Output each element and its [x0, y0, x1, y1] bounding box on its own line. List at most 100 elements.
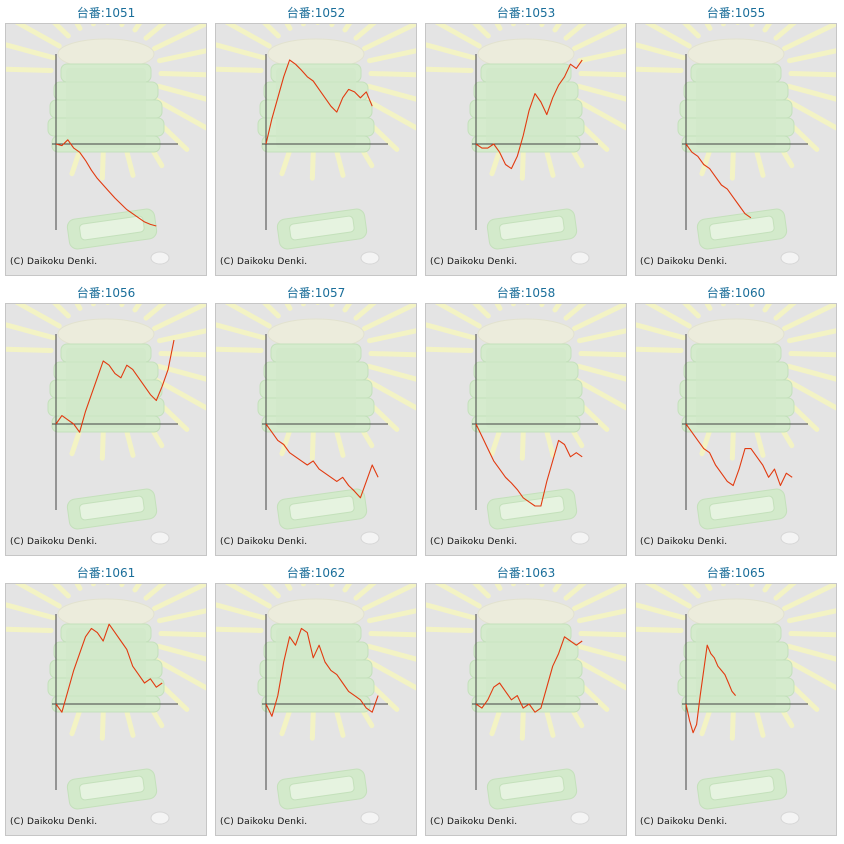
ray-shape — [156, 83, 206, 102]
tray-inner-shape — [79, 775, 145, 801]
ray-shape — [14, 24, 62, 49]
slot-machine-watermark — [216, 304, 416, 545]
tray-inner-shape — [289, 495, 355, 521]
chart-title[interactable]: 台番:1065 — [706, 566, 766, 580]
chart-panel: (C) Daikoku Denki. — [635, 303, 837, 556]
tray-inner-shape — [709, 215, 775, 241]
box-front-shape — [486, 348, 566, 428]
ray-shape — [52, 304, 71, 319]
ray-shape — [157, 48, 206, 64]
coin-shape — [150, 251, 170, 265]
ray-shape — [52, 24, 71, 39]
ray-shape — [636, 626, 684, 633]
tray-inner-shape — [499, 215, 565, 241]
chart-cell: 台番:1056 (C) Daikoku Denki. — [1, 280, 211, 560]
ray-shape — [472, 584, 491, 599]
slot-machine-watermark — [6, 304, 206, 545]
copyright-text: (C) Daikoku Denki. — [640, 817, 728, 827]
series-line — [685, 143, 752, 219]
copyright-text: (C) Daikoku Denki. — [430, 537, 518, 547]
chart-svg — [426, 304, 626, 545]
ray-shape — [571, 24, 626, 52]
ray-shape — [353, 304, 377, 321]
chart-title[interactable]: 台番:1051 — [76, 6, 136, 20]
ray-shape — [434, 24, 482, 49]
chart-title[interactable]: 台番:1061 — [76, 566, 136, 580]
box-front-shape — [276, 68, 356, 148]
chart-svg — [216, 584, 416, 825]
chart-title[interactable]: 台番:1057 — [286, 286, 346, 300]
ray-shape — [578, 351, 626, 358]
chart-cell: 台番:1052 (C) Daikoku Denki. — [211, 0, 421, 280]
chart-panel: (C) Daikoku Denki. — [215, 23, 417, 276]
chart-svg — [6, 304, 206, 545]
ray-shape — [781, 584, 836, 612]
slot-machine-watermark — [636, 584, 836, 825]
tray-inner-shape — [499, 495, 565, 521]
chart-title[interactable]: 台番:1056 — [76, 286, 136, 300]
chart-cell: 台番:1053 (C) Daikoku Denki. — [421, 0, 631, 280]
copyright-text: (C) Daikoku Denki. — [220, 257, 308, 267]
ray-shape — [216, 66, 264, 73]
ray-shape — [426, 602, 476, 621]
ray-shape — [224, 304, 272, 329]
coin-shape — [570, 531, 590, 545]
series-line — [265, 627, 379, 717]
chart-title[interactable]: 台番:1053 — [496, 6, 556, 20]
ray-shape — [353, 24, 377, 41]
slot-machine-watermark — [636, 304, 836, 545]
ray-shape — [224, 24, 272, 49]
ray-shape — [367, 328, 416, 344]
ray-shape — [157, 328, 206, 344]
tray-inner-shape — [709, 495, 775, 521]
ray-shape — [353, 584, 377, 601]
chart-panel: (C) Daikoku Denki. — [425, 23, 627, 276]
coin-shape — [780, 811, 800, 825]
ray-shape — [14, 584, 62, 609]
chart-title[interactable]: 台番:1052 — [286, 6, 346, 20]
ray-shape — [216, 602, 266, 621]
chart-title[interactable]: 台番:1063 — [496, 566, 556, 580]
slot-machine-watermark — [636, 24, 836, 265]
ray-shape — [6, 42, 56, 61]
series-line — [55, 339, 175, 433]
chart-title[interactable]: 台番:1058 — [496, 286, 556, 300]
ray-shape — [158, 71, 206, 78]
coin-shape — [360, 531, 380, 545]
ray-shape — [216, 346, 264, 353]
ray-shape — [563, 304, 587, 321]
chart-svg — [6, 24, 206, 265]
chart-title[interactable]: 台番:1062 — [286, 566, 346, 580]
series-line — [685, 423, 793, 487]
chart-cell: 台番:1058 (C) Daikoku Denki. — [421, 280, 631, 560]
ray-shape — [426, 66, 474, 73]
box-front-shape — [276, 628, 356, 708]
ray-shape — [368, 71, 416, 78]
ray-shape — [773, 584, 797, 601]
ray-shape — [367, 608, 416, 624]
tray-inner-shape — [499, 775, 565, 801]
chart-svg — [6, 584, 206, 825]
chart-svg — [426, 24, 626, 265]
series-line — [475, 636, 583, 713]
ray-shape — [6, 346, 54, 353]
copyright-text: (C) Daikoku Denki. — [430, 257, 518, 267]
coin-shape — [150, 811, 170, 825]
chart-title[interactable]: 台番:1060 — [706, 286, 766, 300]
ray-shape — [563, 584, 587, 601]
ray-shape — [361, 584, 416, 612]
ray-shape — [787, 608, 836, 624]
ray-shape — [576, 363, 626, 382]
chart-panel: (C) Daikoku Denki. — [635, 583, 837, 836]
ray-shape — [262, 304, 281, 319]
chart-title[interactable]: 台番:1055 — [706, 6, 766, 20]
ray-shape — [434, 304, 482, 329]
ray-shape — [682, 304, 701, 319]
coin-shape — [780, 251, 800, 265]
ray-shape — [366, 643, 416, 662]
ray-shape — [577, 48, 626, 64]
ray-shape — [786, 643, 836, 662]
chart-cell: 台番:1061 (C) Daikoku Denki. — [1, 560, 211, 840]
copyright-text: (C) Daikoku Denki. — [640, 537, 728, 547]
